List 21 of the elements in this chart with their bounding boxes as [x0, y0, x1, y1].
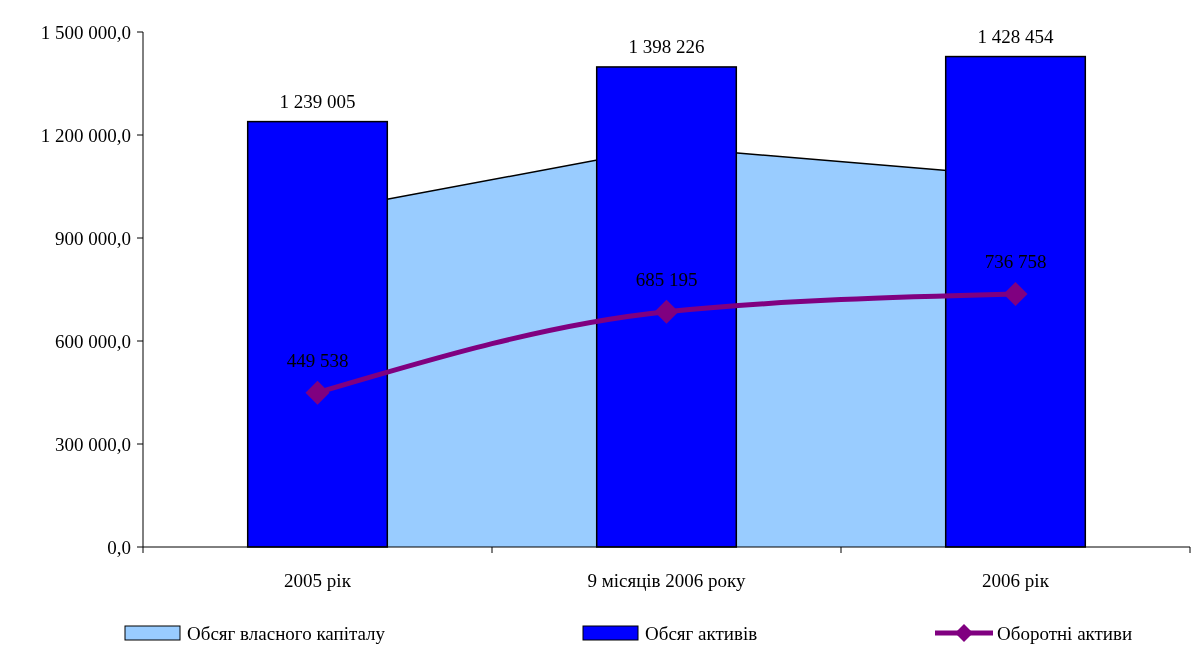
x-tick-label: 9 місяців 2006 року: [587, 570, 747, 591]
data-label: 736 758: [984, 251, 1047, 273]
x-tick-label: 2006 рік: [982, 570, 1050, 591]
legend-label: Обсяг активів: [645, 622, 758, 644]
point: [305, 380, 330, 405]
point: [654, 299, 679, 324]
legend-label: Оборотні активи: [997, 622, 1133, 644]
x-tick-label: 2005 рік: [284, 570, 352, 591]
point: [1003, 282, 1028, 307]
y-tick-label: 900 000,0: [55, 227, 131, 249]
data-label: 1 239 005: [279, 90, 356, 112]
data-label: 685 195: [635, 268, 698, 290]
data-label: 449 538: [286, 349, 349, 371]
y-tick-label: 1 500 000,0: [40, 21, 131, 43]
y-tick-label: 0,0: [107, 536, 131, 558]
y-tick-label: 300 000,0: [55, 433, 131, 455]
data-label: 1 428 454: [977, 25, 1054, 47]
y-tick-label: 1 200 000,0: [40, 124, 131, 146]
legend-label: Обсяг власного капіталу: [187, 622, 386, 644]
y-tick-label: 600 000,0: [55, 330, 131, 352]
data-label: 1 398 226: [628, 35, 705, 57]
